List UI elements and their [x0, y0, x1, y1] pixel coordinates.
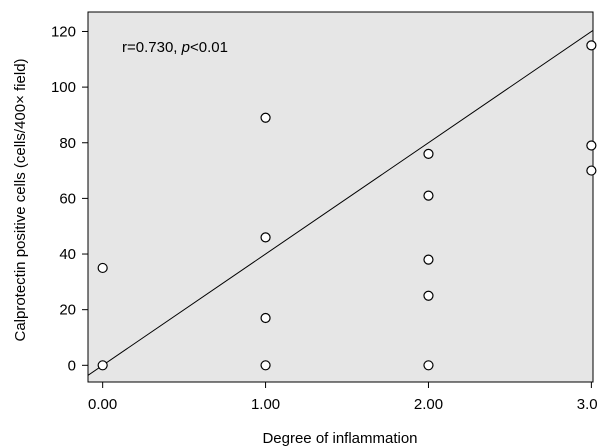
p-value-text: <0.01 — [190, 39, 228, 56]
data-point — [260, 312, 271, 324]
data-point — [423, 360, 434, 371]
data-point — [260, 360, 271, 371]
data-point — [260, 112, 271, 123]
y-tick-label: 100 — [51, 79, 76, 96]
x-tick-label: 3.00 — [577, 396, 598, 413]
data-point — [423, 290, 434, 301]
y-tick-label: 0 — [68, 357, 76, 374]
fit-line — [88, 29, 593, 376]
r-value-text: r=0.730, — [122, 39, 182, 56]
plot-area-background — [87, 11, 594, 383]
data-point — [260, 232, 271, 243]
y-tick-label: 20 — [59, 302, 76, 319]
correlation-annotation: r=0.730, p<0.01 — [122, 39, 228, 56]
data-point — [423, 190, 434, 201]
y-tick-label: 120 — [51, 23, 76, 40]
data-point — [586, 40, 597, 51]
x-axis-title: Degree of inflammation — [262, 430, 417, 447]
x-tick-label: 0.00 — [88, 396, 117, 413]
y-tick-label: 60 — [59, 190, 76, 207]
data-point — [423, 148, 434, 159]
p-italic-text: p — [181, 39, 190, 56]
y-tick-label: 80 — [59, 135, 76, 152]
data-point — [586, 140, 597, 151]
y-tick-label: 40 — [59, 246, 76, 263]
x-tick-label: 2.00 — [414, 396, 443, 413]
data-point — [97, 262, 108, 274]
data-point — [423, 254, 434, 265]
data-point — [97, 360, 108, 371]
data-point — [586, 165, 597, 176]
x-tick-label: 1.00 — [251, 396, 280, 413]
y-axis-title: Calprotectin positive cells (cells/400× … — [12, 58, 29, 341]
